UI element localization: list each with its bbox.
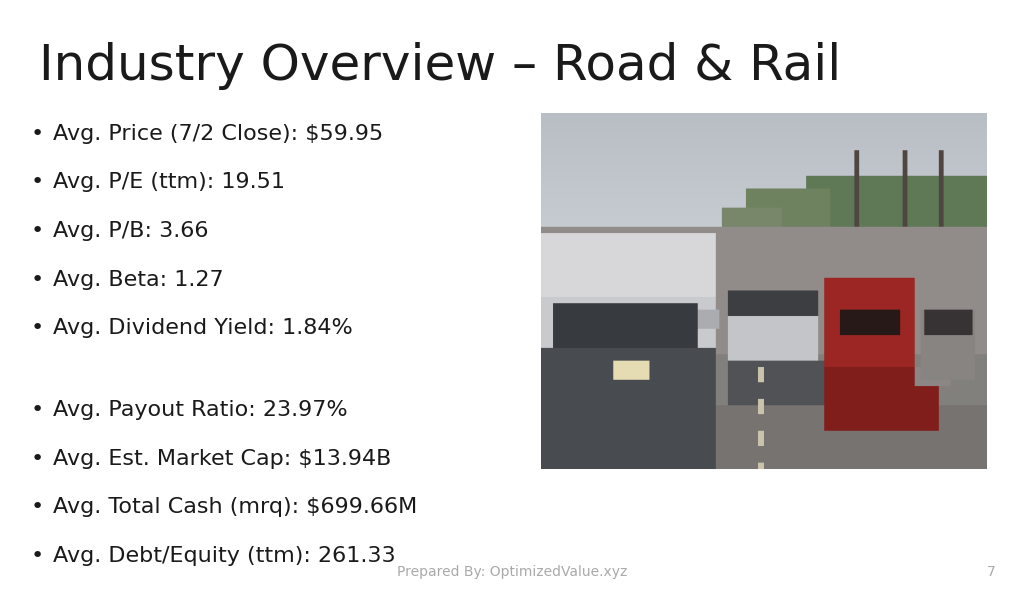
- Text: Avg. Beta: 1.27: Avg. Beta: 1.27: [53, 270, 224, 290]
- Text: Avg. Total Cash (mrq): $699.66M: Avg. Total Cash (mrq): $699.66M: [53, 497, 418, 517]
- Text: Industry Overview – Road & Rail: Industry Overview – Road & Rail: [39, 42, 841, 90]
- Text: Avg. Dividend Yield: 1.84%: Avg. Dividend Yield: 1.84%: [53, 318, 353, 339]
- Text: Avg. P/B: 3.66: Avg. P/B: 3.66: [53, 221, 209, 241]
- Text: •: •: [31, 221, 44, 241]
- Text: •: •: [31, 270, 44, 290]
- Text: •: •: [31, 497, 44, 517]
- Text: Avg. Price (7/2 Close): $59.95: Avg. Price (7/2 Close): $59.95: [53, 124, 384, 144]
- Text: Avg. Payout Ratio: 23.97%: Avg. Payout Ratio: 23.97%: [53, 400, 348, 420]
- Text: Avg. P/E (ttm): 19.51: Avg. P/E (ttm): 19.51: [53, 172, 286, 192]
- Text: •: •: [31, 546, 44, 566]
- Text: Prepared By: OptimizedValue.xyz: Prepared By: OptimizedValue.xyz: [397, 565, 627, 579]
- Text: •: •: [31, 124, 44, 144]
- Text: Avg. Debt/Equity (ttm): 261.33: Avg. Debt/Equity (ttm): 261.33: [53, 546, 396, 566]
- Text: •: •: [31, 400, 44, 420]
- Text: 7: 7: [986, 565, 995, 579]
- Text: •: •: [31, 448, 44, 469]
- Text: •: •: [31, 318, 44, 339]
- Text: •: •: [31, 172, 44, 192]
- Text: Avg. Est. Market Cap: $13.94B: Avg. Est. Market Cap: $13.94B: [53, 448, 391, 469]
